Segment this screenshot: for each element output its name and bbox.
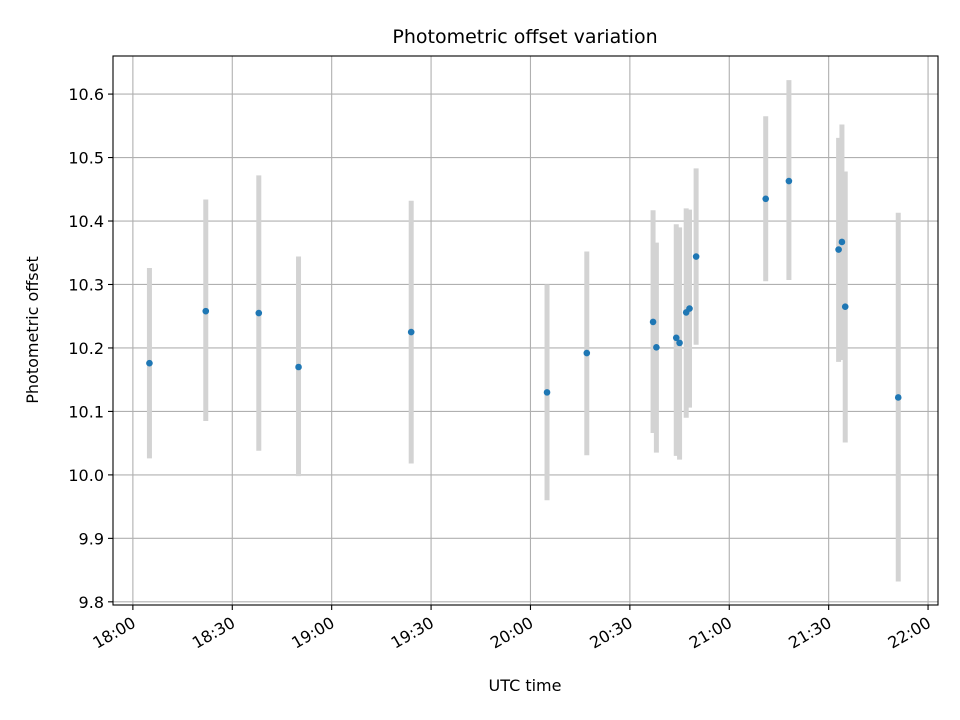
data-point xyxy=(146,359,153,367)
data-point xyxy=(407,328,415,336)
y-tick-label: 10.5 xyxy=(68,149,104,168)
data-point xyxy=(255,309,263,317)
y-tick-label: 9.9 xyxy=(79,529,104,548)
y-axis-label: Photometric offset xyxy=(23,256,42,404)
data-point xyxy=(676,339,683,347)
data-point xyxy=(295,363,302,371)
y-tick-label: 9.8 xyxy=(79,593,104,612)
data-point xyxy=(762,195,770,203)
data-point xyxy=(686,305,693,312)
data-point xyxy=(672,334,680,342)
data-point xyxy=(841,303,849,310)
data-point xyxy=(653,344,660,351)
data-point xyxy=(202,307,210,315)
plot-frame xyxy=(112,55,939,606)
y-tick-label: 10.6 xyxy=(68,85,104,104)
data-point xyxy=(835,246,842,253)
data-point xyxy=(583,349,591,357)
data-point xyxy=(785,177,793,185)
grid-layer xyxy=(113,56,938,605)
y-tick-label: 10.0 xyxy=(68,466,104,485)
y-tick-label: 10.1 xyxy=(68,402,104,421)
y-tick-label: 10.3 xyxy=(68,275,104,294)
data-point xyxy=(894,394,902,401)
x-axis-label: UTC time xyxy=(489,676,562,695)
y-tick-label: 10.4 xyxy=(68,212,104,231)
data-point xyxy=(692,253,700,260)
data-point xyxy=(649,318,657,326)
data-point xyxy=(838,238,846,246)
point-layer xyxy=(146,177,902,401)
y-tick-label: 10.2 xyxy=(68,339,104,358)
data-point xyxy=(543,389,551,396)
chart-title: Photometric offset variation xyxy=(392,26,657,48)
